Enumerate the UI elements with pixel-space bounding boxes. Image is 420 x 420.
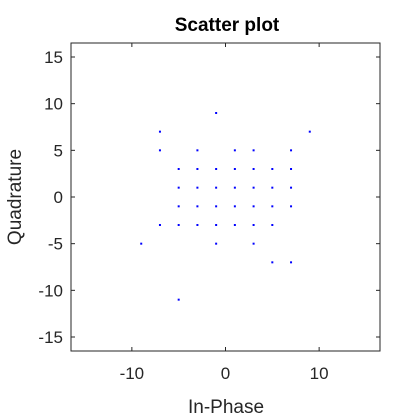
- scatter-point: [178, 224, 180, 226]
- scatter-point: [178, 187, 180, 189]
- scatter-point: [178, 299, 180, 301]
- scatter-point: [271, 205, 273, 207]
- y-tick-label: -15: [38, 328, 63, 347]
- scatter-point: [290, 168, 292, 170]
- x-tick-label: 0: [221, 364, 230, 383]
- scatter-point: [196, 187, 198, 189]
- scatter-point: [178, 205, 180, 207]
- scatter-point: [271, 261, 273, 263]
- scatter-point: [271, 168, 273, 170]
- scatter-point: [253, 149, 255, 151]
- scatter-point: [215, 205, 217, 207]
- y-tick-label: -5: [48, 235, 63, 254]
- scatter-point: [290, 149, 292, 151]
- plot-frame: [71, 43, 380, 351]
- scatter-point: [309, 131, 311, 133]
- scatter-point: [159, 149, 161, 151]
- scatter-point: [140, 243, 142, 245]
- scatter-point: [234, 149, 236, 151]
- scatter-point: [271, 187, 273, 189]
- scatter-point: [253, 168, 255, 170]
- scatter-point: [234, 168, 236, 170]
- scatter-point: [196, 205, 198, 207]
- scatter-point: [215, 224, 217, 226]
- scatter-point: [178, 168, 180, 170]
- x-tick-label: -10: [120, 364, 145, 383]
- y-tick-label: 15: [44, 48, 63, 67]
- scatter-point: [196, 149, 198, 151]
- scatter-point: [234, 224, 236, 226]
- scatter-point: [253, 243, 255, 245]
- scatter-point: [290, 187, 292, 189]
- y-axis-label: Quadrature: [5, 149, 26, 245]
- scatter-point: [215, 112, 217, 114]
- y-tick-label: 0: [54, 188, 63, 207]
- y-tick-label: 5: [54, 141, 63, 160]
- plot-area: -10 0 10 -15 -10 -5 0 5 10 15: [38, 43, 380, 383]
- scatter-point: [215, 187, 217, 189]
- chart-title: Scatter plot: [175, 15, 280, 36]
- scatter-point: [253, 224, 255, 226]
- scatter-point: [159, 224, 161, 226]
- scatter-point: [290, 261, 292, 263]
- scatter-point: [271, 224, 273, 226]
- x-tick-label: 10: [310, 364, 329, 383]
- y-tick-label: 10: [44, 95, 63, 114]
- scatter-point: [215, 168, 217, 170]
- scatter-point: [253, 187, 255, 189]
- scatter-point: [290, 205, 292, 207]
- scatter-point: [196, 224, 198, 226]
- y-tick-label: -10: [38, 281, 63, 300]
- x-axis-label: In-Phase: [188, 397, 264, 418]
- scatter-point: [234, 187, 236, 189]
- scatter-point: [253, 205, 255, 207]
- scatter-point: [234, 205, 236, 207]
- scatter-point: [215, 243, 217, 245]
- scatter-point: [196, 168, 198, 170]
- scatter-point: [159, 131, 161, 133]
